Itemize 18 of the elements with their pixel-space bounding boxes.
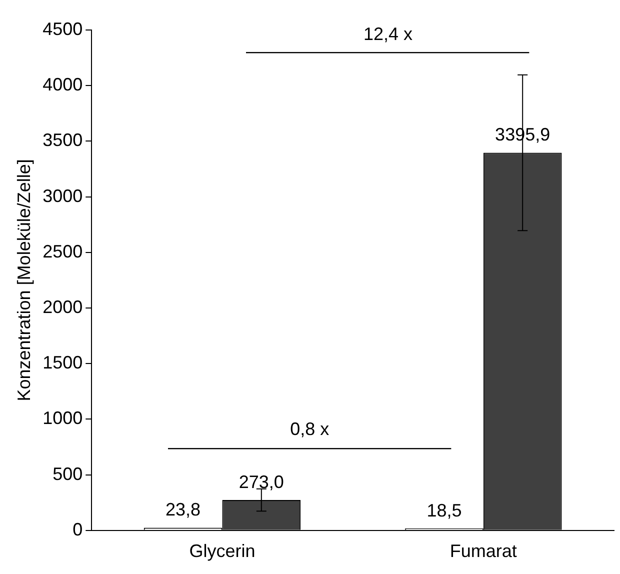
x-tick-label: Fumarat xyxy=(450,541,517,562)
annotation: 12,4 x xyxy=(362,22,414,45)
data-label: 273,0 xyxy=(238,472,284,492)
y-axis-title: Konzentration [Moleküle/Zelle] xyxy=(14,159,34,402)
y-tick-label: 1500 xyxy=(42,352,83,373)
y-tick-label: 3500 xyxy=(42,130,83,150)
data-label: 18,5 xyxy=(426,500,462,520)
y-tick-label: 3000 xyxy=(42,186,83,206)
data-label: 23,8 xyxy=(166,500,201,520)
y-tick-label: 2000 xyxy=(42,296,83,317)
x-tick-label: Glycerin xyxy=(189,541,256,562)
annotation: 0,8 x xyxy=(289,418,330,440)
y-tick-label: 4500 xyxy=(42,18,83,39)
y-tick-label: 2500 xyxy=(42,241,83,262)
y-tick-label: 1000 xyxy=(42,408,83,428)
y-tick-label: 4000 xyxy=(42,74,83,95)
y-tick-label: 0 xyxy=(72,519,83,540)
y-tick-label: 500 xyxy=(52,464,83,484)
